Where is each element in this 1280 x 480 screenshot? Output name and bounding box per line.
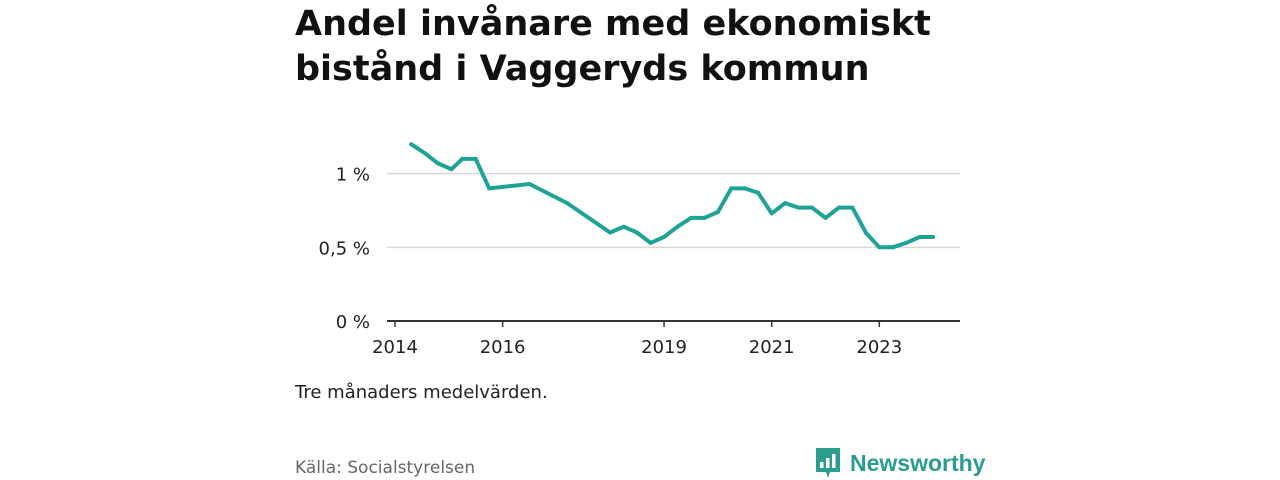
newsworthy-logo[interactable]: Newsworthy xyxy=(814,446,985,480)
data-point xyxy=(689,215,693,220)
data-point xyxy=(473,156,478,161)
x-tick-label: 2014 xyxy=(372,337,418,358)
data-point xyxy=(422,151,427,155)
x-tick-label: 2019 xyxy=(641,337,687,358)
x-tick-label: 2023 xyxy=(856,337,902,358)
chart-note: Tre månaders medelvärden. xyxy=(295,382,548,403)
brand-name: Newsworthy xyxy=(850,449,986,476)
data-point xyxy=(742,186,747,191)
data-point xyxy=(648,240,653,245)
source-label: Källa: Socialstyrelsen xyxy=(295,458,476,478)
data-point xyxy=(836,205,841,210)
y-tick-label: 1 % xyxy=(336,165,370,186)
data-point xyxy=(823,215,828,220)
data-point xyxy=(796,205,801,210)
data-point xyxy=(931,235,936,239)
data-point xyxy=(715,210,720,214)
data-point xyxy=(850,205,855,210)
data-point xyxy=(810,205,814,210)
y-axis-tick-labels: 0 % 0,5 % 1 % xyxy=(319,165,370,333)
data-point xyxy=(863,230,868,235)
data-point xyxy=(729,186,734,191)
data-point xyxy=(877,245,882,250)
data-point xyxy=(409,142,414,147)
data-point xyxy=(675,224,680,229)
data-point xyxy=(635,230,640,235)
data-point xyxy=(460,156,465,161)
data-point xyxy=(608,230,613,235)
data-point xyxy=(702,215,707,220)
data-point xyxy=(769,211,774,216)
x-axis-ticks: 2014 2016 2019 2021 2023 xyxy=(372,321,902,358)
y-tick-label: 0,5 % xyxy=(319,238,370,259)
data-point xyxy=(449,167,454,172)
data-point xyxy=(436,161,440,166)
series-layer xyxy=(409,142,936,250)
x-tick-label: 2016 xyxy=(480,337,526,358)
y-tick-label: 0 % xyxy=(336,312,370,333)
chart-title: Andel invånare med ekonomiskt bistånd i … xyxy=(295,4,931,89)
data-point xyxy=(662,235,666,239)
data-point xyxy=(917,235,922,239)
data-point xyxy=(890,245,895,250)
series-line xyxy=(410,142,934,250)
data-point xyxy=(783,201,788,206)
data-point xyxy=(487,186,492,191)
x-tick-label: 2021 xyxy=(749,337,795,358)
gridlines xyxy=(387,172,960,249)
data-point xyxy=(527,182,532,186)
bar-chart-speech-bubble-icon xyxy=(816,448,840,478)
data-point xyxy=(756,190,761,195)
data-point xyxy=(565,201,570,206)
data-point xyxy=(621,224,626,229)
data-point xyxy=(904,240,909,245)
